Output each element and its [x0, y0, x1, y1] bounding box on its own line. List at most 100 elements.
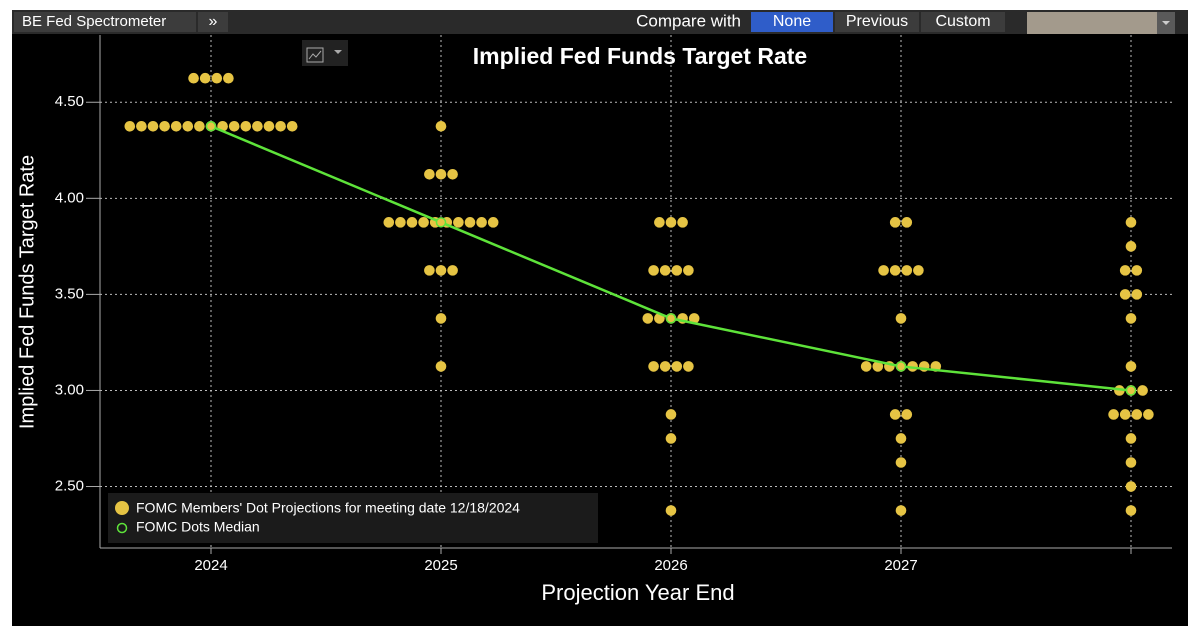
option-none[interactable] — [751, 12, 833, 32]
dot — [159, 120, 170, 132]
dot — [199, 72, 211, 84]
dot — [913, 265, 924, 276]
dot — [418, 217, 429, 228]
more-icon: » — [209, 13, 218, 30]
legend — [108, 493, 598, 543]
dot — [648, 265, 659, 276]
dot — [447, 265, 458, 276]
y-axis-label: Implied Fed Funds Target Rate — [16, 155, 38, 429]
dot — [889, 265, 901, 276]
median-dot — [895, 361, 907, 372]
option-previous[interactable] — [835, 12, 919, 32]
legend-swatch — [116, 522, 128, 534]
dot — [147, 120, 159, 132]
dot — [683, 361, 694, 372]
dot — [1125, 433, 1137, 444]
app-button[interactable] — [14, 12, 196, 32]
dot — [659, 361, 671, 372]
median-dot — [1125, 385, 1137, 396]
dot — [671, 265, 683, 276]
option-label: Custom — [935, 13, 990, 30]
median-dot — [435, 217, 447, 228]
dot — [435, 120, 447, 132]
dot — [424, 168, 435, 180]
dot — [194, 120, 205, 132]
dot — [895, 457, 907, 468]
dot — [665, 217, 677, 228]
chart-title: Implied Fed Funds Target Rate — [473, 43, 807, 69]
dot — [659, 265, 671, 276]
dot — [286, 120, 298, 132]
dot — [860, 361, 872, 372]
dot — [424, 265, 435, 276]
legend-label: FOMC Dots Median — [136, 519, 260, 535]
dot — [1125, 481, 1137, 492]
dot — [124, 120, 136, 132]
dot — [895, 313, 907, 324]
legend-swatch — [115, 501, 129, 515]
dot — [1119, 409, 1131, 420]
dot — [435, 313, 447, 324]
dot — [263, 120, 275, 132]
x-tick-label: 2027 — [884, 557, 917, 574]
dot — [889, 217, 901, 228]
dot — [464, 217, 476, 228]
dot — [1143, 409, 1154, 420]
dot — [895, 433, 907, 444]
dropdown[interactable] — [1027, 12, 1157, 34]
dot — [1125, 505, 1137, 516]
dot — [435, 168, 447, 180]
dot — [654, 217, 665, 228]
option-custom[interactable] — [921, 12, 1005, 32]
dot — [275, 120, 286, 132]
dot — [211, 72, 223, 84]
dot — [1108, 409, 1119, 420]
x-tick-label: 2025 — [424, 557, 457, 574]
dot — [688, 313, 700, 324]
y-tick-label: 3.50 — [55, 285, 84, 302]
legend-label: FOMC Members' Dot Projections for meetin… — [136, 500, 520, 516]
dot — [1137, 385, 1148, 396]
more-button[interactable] — [198, 12, 228, 32]
dot — [895, 505, 907, 516]
y-tick-label: 4.50 — [55, 93, 84, 110]
dot — [889, 409, 901, 420]
dot — [1125, 241, 1137, 252]
dot — [1125, 361, 1137, 372]
dot — [223, 72, 234, 84]
dot — [228, 120, 240, 132]
option-label: Previous — [846, 13, 908, 30]
dot — [188, 72, 199, 84]
dot — [406, 217, 418, 228]
median-dot — [205, 121, 217, 132]
app-name: BE Fed Spectrometer — [22, 13, 166, 30]
dot — [665, 505, 677, 516]
dot — [1119, 265, 1131, 276]
y-tick-label: 4.00 — [55, 189, 84, 206]
dot — [252, 120, 263, 132]
chart-icon — [306, 47, 324, 63]
dot — [453, 217, 464, 228]
dot — [476, 217, 487, 228]
dot — [878, 265, 889, 276]
x-tick-label: 2026 — [654, 557, 687, 574]
dot — [383, 217, 395, 228]
dot — [1125, 313, 1137, 324]
y-tick-label: 3.00 — [55, 381, 84, 398]
dot — [677, 217, 688, 228]
dot — [1125, 217, 1137, 228]
dot — [487, 217, 499, 228]
median-dot — [665, 313, 677, 324]
dot — [872, 361, 884, 372]
compare-label: Compare with — [636, 11, 741, 30]
dot — [240, 120, 252, 132]
x-tick-label: 2024 — [194, 557, 227, 574]
dot — [447, 168, 458, 180]
arrow-icon — [334, 50, 342, 54]
option-label: None — [773, 13, 811, 30]
dot — [1131, 265, 1143, 276]
dot — [901, 265, 913, 276]
dot — [901, 217, 913, 228]
y-tick-label: 2.50 — [55, 477, 84, 494]
dot — [1119, 289, 1131, 300]
